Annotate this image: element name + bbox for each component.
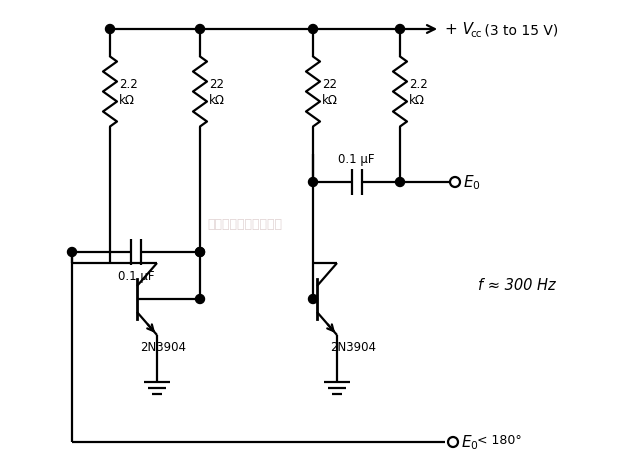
Circle shape xyxy=(309,178,318,187)
Text: 2.2
kΩ: 2.2 kΩ xyxy=(119,78,138,106)
Circle shape xyxy=(309,295,318,304)
Text: $E_0$: $E_0$ xyxy=(463,173,481,192)
Text: cc: cc xyxy=(470,29,482,39)
Text: (3 to 15 V): (3 to 15 V) xyxy=(480,23,558,37)
Circle shape xyxy=(68,248,77,257)
Text: f ≈ 300 Hz: f ≈ 300 Hz xyxy=(478,277,556,292)
Text: 2N3904: 2N3904 xyxy=(330,341,376,354)
Circle shape xyxy=(396,178,404,187)
Text: 22
kΩ: 22 kΩ xyxy=(322,78,338,106)
Text: 杯州将睿科技有限公司: 杯州将睿科技有限公司 xyxy=(207,218,283,231)
Circle shape xyxy=(105,25,114,34)
Circle shape xyxy=(195,295,205,304)
Circle shape xyxy=(309,25,318,34)
Circle shape xyxy=(195,248,205,257)
Circle shape xyxy=(396,25,404,34)
Text: 22
kΩ: 22 kΩ xyxy=(209,78,225,106)
Text: + V: + V xyxy=(445,22,473,38)
Circle shape xyxy=(450,178,460,188)
Text: 2.2
kΩ: 2.2 kΩ xyxy=(409,78,427,106)
Text: $E_0$: $E_0$ xyxy=(461,433,478,451)
Text: 0.1 μF: 0.1 μF xyxy=(118,269,154,282)
Circle shape xyxy=(448,437,458,447)
Text: < 180°: < 180° xyxy=(477,433,522,446)
Text: 0.1 μF: 0.1 μF xyxy=(338,153,375,166)
Circle shape xyxy=(195,248,205,257)
Circle shape xyxy=(195,25,205,34)
Text: 2N3904: 2N3904 xyxy=(140,341,186,354)
